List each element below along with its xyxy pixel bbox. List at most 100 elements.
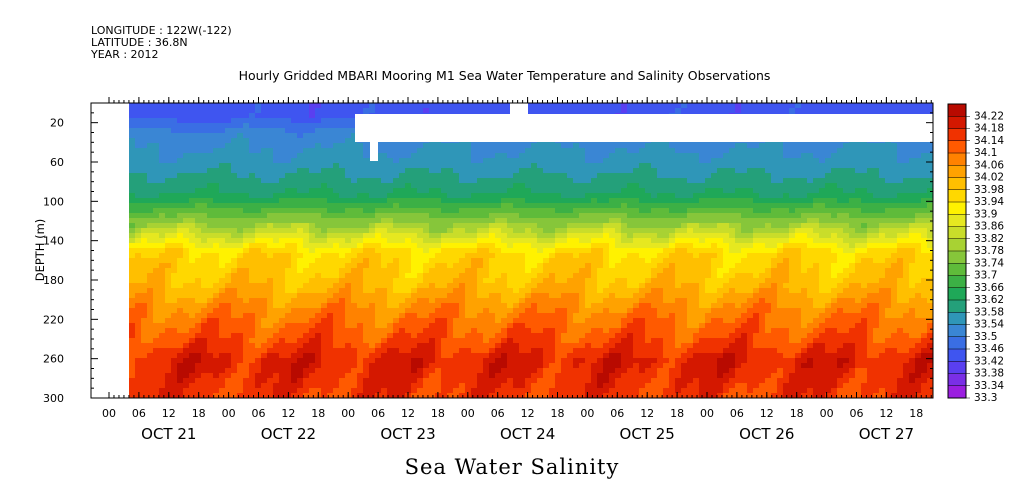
x-day-label: OCT 24 [500,425,555,443]
x-tick-label: 00 [820,407,834,420]
y-tick-label: 100 [43,195,64,208]
missing-data-notch [370,140,378,161]
colorbar-segment [948,116,966,129]
x-tick-label: 12 [281,407,295,420]
colorbar-segment [948,287,966,301]
latitude-label: LATITUDE : 36.8N [91,36,188,49]
colorbar-label: 34.02 [974,172,1004,184]
colorbar-segment [948,349,966,362]
colorbar-segment [948,140,966,154]
colorbar-segment [948,373,966,387]
x-tick-label: 00 [102,407,116,420]
colorbar-label: 34.18 [974,123,1004,135]
colorbar-label: 33.74 [974,257,1004,269]
colorbar-segment [948,251,966,264]
longitude-label: LONGITUDE : 122W(-122) [91,24,232,37]
x-day-label: OCT 27 [859,425,914,443]
colorbar-segment [948,361,966,374]
colorbar-label: 33.5 [974,331,997,343]
y-tick-label: 220 [43,313,64,326]
colorbar-segment [948,300,966,313]
colorbar-frame [947,103,967,399]
x-tick-label: 06 [850,407,864,420]
missing-data-gap [510,103,528,115]
colorbar-segment [948,336,966,350]
colorbar-segment [948,312,966,325]
x-day-label: OCT 23 [380,425,435,443]
colorbar-segment [948,385,966,399]
colorbar-label: 33.34 [974,380,1004,392]
colorbar-segment [948,226,966,240]
y-tick-label: 140 [43,235,64,248]
colorbar-label: 33.46 [974,343,1004,355]
colorbar-segment [948,104,966,117]
colorbar-label: 33.9 [974,208,997,220]
x-tick-label: 12 [760,407,774,420]
x-day-label: OCT 21 [141,425,196,443]
x-day-label: OCT 26 [739,425,794,443]
x-tick-label: 00 [700,407,714,420]
missing-data-start [91,103,129,398]
colorbar-segment [948,128,966,142]
colorbar-label: 33.7 [974,270,997,282]
colorbar-segment [948,153,966,166]
heatmap-field [129,103,934,399]
missing-data-surface-band [355,114,933,142]
x-tick-label: 00 [222,407,236,420]
x-tick-label: 00 [580,407,594,420]
x-tick-label: 06 [491,407,505,420]
x-tick-label: 00 [341,407,355,420]
colorbar-segment [948,324,966,338]
colorbar-label: 33.58 [974,306,1004,318]
colorbar-label: 33.66 [974,282,1004,294]
colorbar-segment [948,238,966,252]
colorbar-segment [948,275,966,289]
x-tick-label: 18 [192,407,206,420]
colorbar-label: 33.94 [974,196,1004,208]
colorbar-segment [948,165,966,178]
colorbar-label: 33.78 [974,245,1004,257]
x-tick-label: 06 [730,407,744,420]
x-tick-label: 12 [879,407,893,420]
colorbar-label: 33.42 [974,355,1004,367]
y-tick-label: 300 [43,392,64,405]
x-tick-label: 12 [162,407,176,420]
colorbar-label: 34.1 [974,147,997,159]
x-tick-label: 06 [371,407,385,420]
x-tick-label: 18 [551,407,565,420]
y-tick-label: 60 [50,156,64,169]
colorbar-label: 34.22 [974,110,1004,122]
x-tick-label: 12 [521,407,535,420]
colorbar-segment [948,214,966,227]
colorbar-segment [948,263,966,276]
x-tick-label: 00 [461,407,475,420]
colorbar-label: 33.38 [974,368,1004,380]
x-tick-label: 18 [909,407,923,420]
colorbar-label: 33.62 [974,294,1004,306]
colorbar-segment [948,177,966,191]
x-tick-label: 12 [401,407,415,420]
colorbar-label: 33.54 [974,319,1004,331]
colorbar-label: 33.82 [974,233,1004,245]
x-day-label: OCT 25 [620,425,675,443]
x-tick-label: 18 [431,407,445,420]
colorbar-label: 34.06 [974,159,1004,171]
x-tick-label: 06 [610,407,624,420]
year-label: YEAR : 2012 [91,48,159,61]
footer-title: Sea Water Salinity [404,455,620,479]
x-tick-label: 06 [132,407,146,420]
colorbar-label: 34.14 [974,135,1004,147]
colorbar-label: 33.3 [974,392,997,404]
colorbar-segment [948,202,966,215]
colorbar-label: 33.86 [974,221,1004,233]
x-day-label: OCT 22 [261,425,316,443]
x-tick-label: 06 [252,407,266,420]
chart-title: Hourly Gridded MBARI Mooring M1 Sea Wate… [238,68,771,83]
y-tick-label: 180 [43,274,64,287]
x-tick-label: 18 [670,407,684,420]
x-tick-label: 18 [311,407,325,420]
y-tick-label: 20 [50,117,64,130]
x-tick-label: 18 [790,407,804,420]
colorbar-segment [948,189,966,203]
